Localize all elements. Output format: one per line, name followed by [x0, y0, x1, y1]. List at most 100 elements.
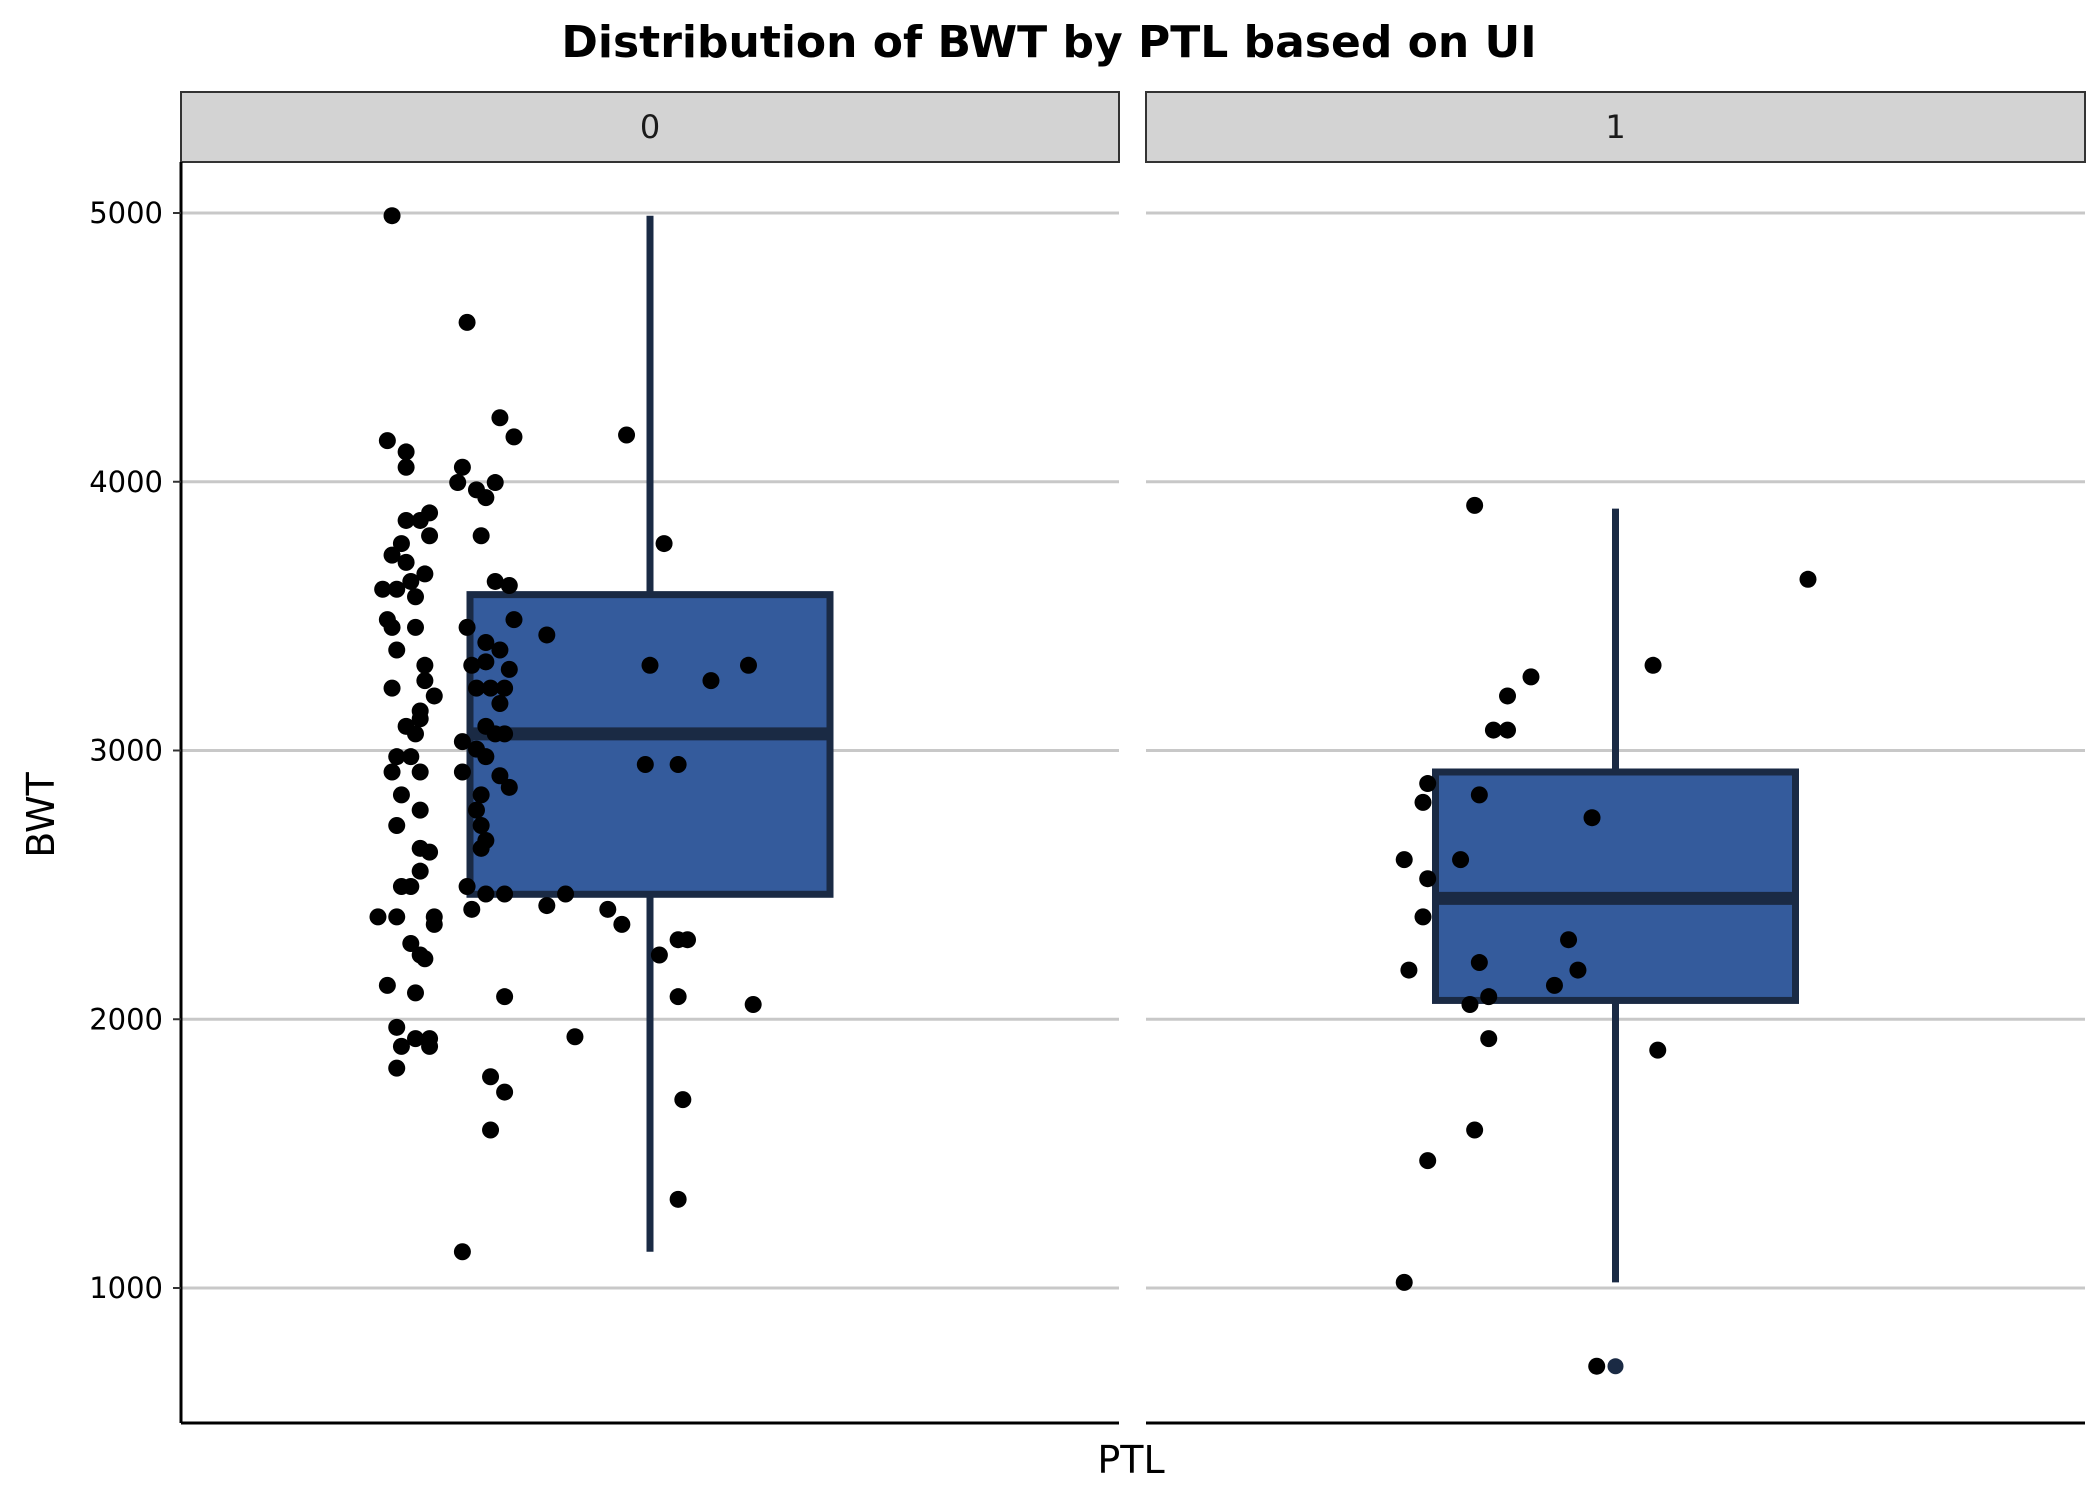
data-point-1-16	[1470, 954, 1488, 972]
facet-strip-label-1: 1	[1605, 108, 1625, 146]
data-point-1-5	[1484, 721, 1502, 739]
axes: 1000 2000 3000 4000 5000	[89, 162, 2085, 1425]
data-point-1-9	[1414, 793, 1432, 811]
data-point-0-0	[383, 207, 401, 225]
data-point-0-104	[496, 988, 514, 1006]
data-point-0-83	[402, 877, 420, 895]
data-point-0-94	[463, 900, 481, 918]
data-point-1-6	[1499, 721, 1517, 739]
data-point-0-113	[388, 1059, 406, 1077]
data-point-0-47	[425, 687, 443, 705]
data-point-0-3	[491, 409, 509, 427]
data-point-0-69	[636, 755, 654, 773]
data-point-0-100	[416, 950, 434, 968]
data-point-0-110	[566, 1028, 584, 1046]
data-point-0-119	[453, 1243, 471, 1261]
data-point-0-4	[505, 428, 523, 446]
data-point-0-41	[500, 660, 518, 678]
data-point-0-51	[491, 694, 509, 712]
data-point-1-13	[1419, 870, 1437, 888]
data-point-0-116	[674, 1091, 692, 1109]
y-tick-label-3000: 3000	[89, 734, 163, 768]
data-point-0-102	[378, 976, 396, 994]
data-point-0-7	[397, 458, 415, 476]
data-point-0-61	[477, 748, 495, 766]
facet-strip-0	[180, 91, 1120, 163]
data-point-0-73	[467, 801, 485, 819]
data-point-0-87	[557, 885, 575, 903]
data-point-1-1	[1799, 570, 1817, 588]
data-point-0-95	[613, 915, 631, 933]
data-point-0-74	[472, 786, 490, 804]
data-point-0-86	[496, 885, 514, 903]
data-point-1-17	[1400, 961, 1418, 979]
data-point-0-81	[411, 862, 429, 880]
data-point-0-91	[369, 908, 387, 926]
x-axis-label: PTL	[1097, 1438, 1164, 1482]
data-point-0-12	[477, 489, 495, 507]
data-point-0-117	[482, 1121, 500, 1139]
data-point-0-14	[411, 511, 429, 529]
data-point-0-10	[486, 474, 504, 492]
data-point-0-30	[383, 618, 401, 636]
data-point-0-64	[383, 763, 401, 781]
data-point-0-53	[411, 710, 429, 728]
data-point-0-18	[392, 535, 410, 553]
data-point-0-33	[505, 611, 523, 629]
data-point-0-115	[496, 1083, 514, 1101]
data-point-0-8	[453, 458, 471, 476]
data-point-0-101	[650, 946, 668, 964]
facet-strip-label-0: 0	[640, 108, 660, 146]
box-1	[1432, 768, 1799, 1004]
data-point-1-0	[1466, 496, 1484, 514]
data-point-1-25	[1419, 1152, 1437, 1170]
data-point-1-7	[1419, 775, 1437, 793]
data-point-0-42	[641, 656, 659, 674]
data-point-0-59	[453, 733, 471, 751]
data-point-0-49	[482, 679, 500, 697]
chart-title: Distribution of BWT by PTL based on UI	[561, 17, 1536, 68]
y-tick-label-1000: 1000	[89, 1271, 163, 1305]
data-point-1-20	[1480, 988, 1498, 1006]
y-tick-label-2000: 2000	[89, 1002, 163, 1036]
outlier-point-1-0	[1607, 1358, 1624, 1375]
data-point-0-93	[425, 915, 443, 933]
data-point-0-34	[538, 626, 556, 644]
data-point-1-21	[1461, 995, 1479, 1013]
data-point-1-8	[1470, 786, 1488, 804]
data-point-1-19	[1545, 976, 1563, 994]
data-point-0-35	[388, 641, 406, 659]
data-point-0-63	[388, 748, 406, 766]
data-point-1-10	[1583, 809, 1601, 827]
data-point-0-40	[477, 653, 495, 671]
data-point-0-32	[458, 618, 476, 636]
data-point-0-55	[407, 725, 424, 743]
jitter-points	[369, 207, 1817, 1375]
data-point-0-45	[383, 679, 401, 697]
data-point-0-37	[491, 641, 509, 659]
data-point-0-20	[383, 546, 401, 564]
data-point-1-12	[1395, 851, 1413, 869]
y-tick-label-5000: 5000	[89, 196, 163, 230]
data-point-0-103	[407, 984, 424, 1002]
data-point-0-50	[496, 679, 514, 697]
data-point-0-108	[407, 1030, 424, 1048]
data-point-0-88	[538, 897, 556, 915]
data-point-1-15	[1560, 931, 1578, 949]
data-point-0-58	[496, 725, 514, 743]
data-point-0-71	[392, 786, 410, 804]
data-point-0-89	[599, 900, 617, 918]
data-point-1-27	[1588, 1357, 1606, 1375]
data-point-0-15	[397, 511, 415, 529]
data-point-1-23	[1649, 1041, 1667, 1059]
data-point-1-24	[1466, 1121, 1484, 1139]
data-point-0-21	[397, 553, 415, 571]
data-point-0-85	[477, 885, 495, 903]
data-point-0-105	[669, 988, 687, 1006]
data-point-0-2	[378, 432, 396, 450]
data-point-0-5	[618, 426, 636, 444]
data-point-0-80	[472, 839, 490, 857]
data-point-1-26	[1395, 1273, 1413, 1291]
data-point-1-3	[1522, 668, 1540, 686]
data-point-0-75	[472, 816, 490, 834]
